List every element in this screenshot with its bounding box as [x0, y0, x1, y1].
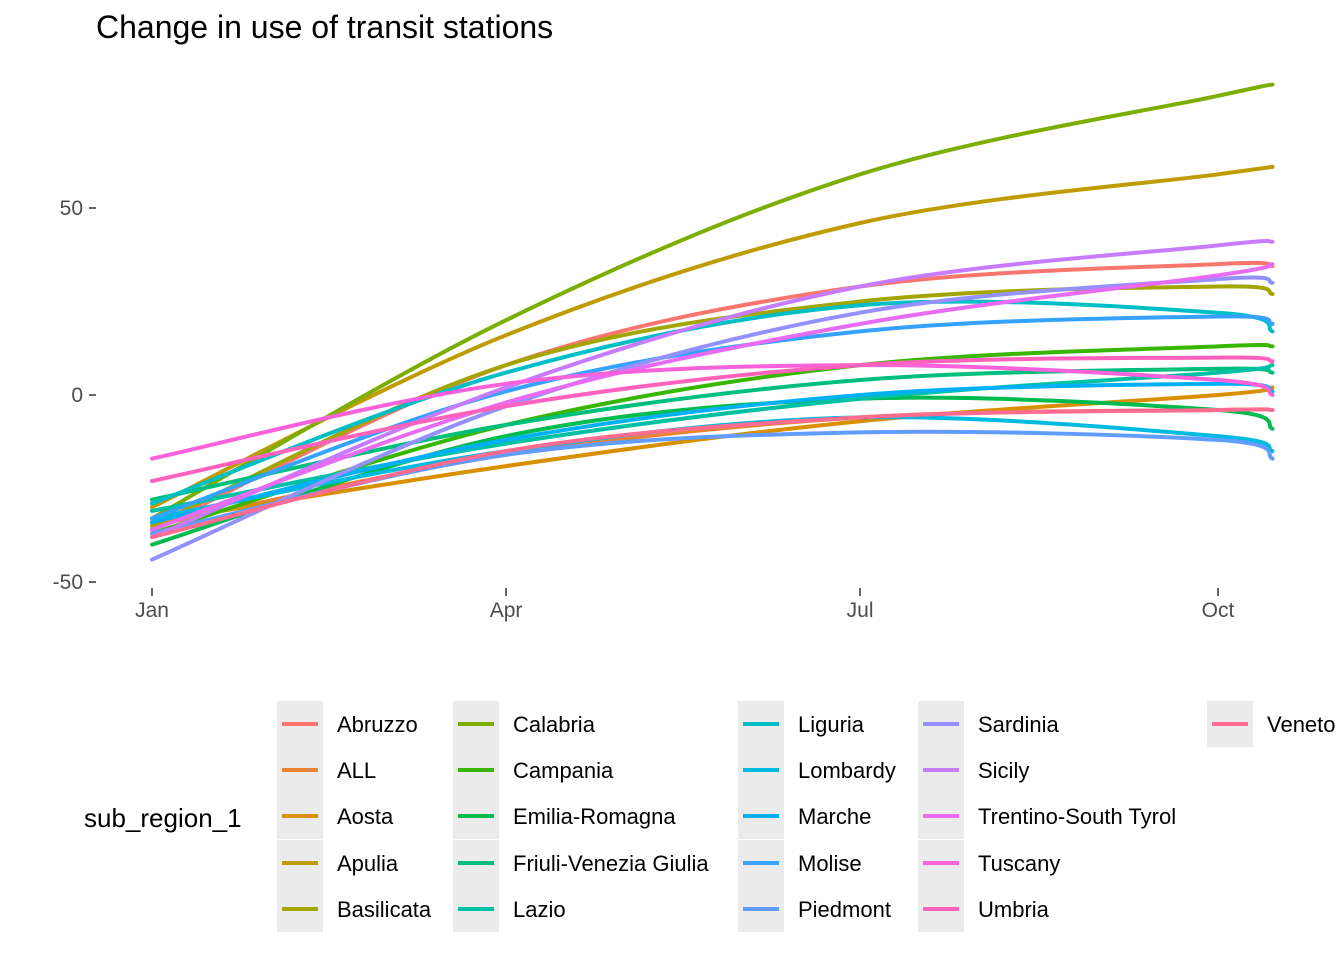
series-line-marche [150, 381, 1275, 525]
legend-label: Basilicata [337, 897, 432, 922]
legend-item-lombardy: Lombardy [738, 747, 896, 793]
series-line-apulia [150, 164, 1275, 510]
series-line-abruzzo [150, 260, 1275, 532]
legend-item-calabria: Calabria [453, 701, 596, 747]
legend-label: Molise [798, 851, 862, 876]
legend-label: Lazio [513, 897, 566, 922]
legend: sub_region_1 Abruzzo ALL Aosta Apulia Basili… [84, 701, 1336, 932]
series-line-liguria [150, 299, 1275, 506]
legend-item-abruzzo: Abruzzo [277, 701, 418, 747]
series-line-veneto [150, 407, 1275, 540]
series-line-molise [150, 314, 1275, 521]
y-axis: -50 0 50 [53, 197, 96, 594]
legend-item-lazio: Lazio [453, 886, 566, 932]
legend-item-veneto: Veneto [1207, 701, 1336, 747]
legend-label: Tuscany [978, 851, 1060, 876]
legend-label: Piedmont [798, 897, 891, 922]
y-tick-label: -50 [53, 571, 83, 594]
chart-title: Change in use of transit stations [96, 9, 553, 45]
x-tick-label: Jan [135, 599, 169, 622]
x-tick-label: Oct [1202, 599, 1235, 622]
plot-lines [150, 82, 1275, 562]
legend-label: Umbria [978, 897, 1050, 922]
legend-label: Calabria [513, 712, 596, 737]
legend-item-friuli-venezia-giulia: Friuli-Venezia Giulia [453, 840, 709, 886]
legend-item-all: ALL [277, 747, 376, 793]
series-line-aosta [150, 385, 1275, 525]
legend-label: Friuli-Venezia Giulia [513, 851, 709, 876]
legend-item-trentino-south-tyrol: Trentino-South Tyrol [918, 793, 1176, 839]
x-tick-label: Jul [847, 599, 874, 622]
series-line-trentino-south-tyrol [150, 262, 1275, 532]
series-line-basilicata [150, 284, 1275, 528]
legend-label: Apulia [337, 851, 399, 876]
legend-label: Sicily [978, 758, 1029, 783]
legend-items: Abruzzo ALL Aosta Apulia Basilicata Calabria C… [277, 701, 1336, 932]
series-line-sardinia [150, 275, 1275, 562]
legend-label: Emilia-Romagna [513, 804, 676, 829]
legend-item-piedmont: Piedmont [738, 886, 891, 932]
legend-item-aosta: Aosta [277, 793, 394, 839]
legend-item-molise: Molise [738, 840, 862, 886]
legend-item-emilia-romagna: Emilia-Romagna [453, 793, 676, 839]
legend-item-apulia: Apulia [277, 840, 399, 886]
legend-label: Campania [513, 758, 614, 783]
y-tick-label: 50 [60, 197, 83, 220]
legend-label: Aosta [337, 804, 394, 829]
series-line-tuscany [150, 363, 1275, 461]
legend-label: Trentino-South Tyrol [978, 804, 1176, 829]
legend-label: Sardinia [978, 712, 1059, 737]
legend-item-marche: Marche [738, 793, 871, 839]
legend-label: Lombardy [798, 758, 896, 783]
legend-item-sicily: Sicily [918, 747, 1029, 793]
series-line-calabria [150, 82, 1275, 521]
series-line-umbria [150, 355, 1275, 483]
legend-title: sub_region_1 [84, 803, 242, 833]
x-tick-label: Apr [490, 599, 523, 622]
legend-label: ALL [337, 758, 376, 783]
legend-item-basilicata: Basilicata [277, 886, 432, 932]
legend-item-campania: Campania [453, 747, 614, 793]
legend-item-tuscany: Tuscany [918, 840, 1060, 886]
legend-label: Abruzzo [337, 712, 418, 737]
legend-item-sardinia: Sardinia [918, 701, 1059, 747]
y-tick-label: 0 [71, 384, 83, 407]
legend-item-liguria: Liguria [738, 701, 865, 747]
legend-item-umbria: Umbria [918, 886, 1050, 932]
series-line-sicily [150, 238, 1275, 540]
legend-label: Marche [798, 804, 871, 829]
legend-label: Liguria [798, 712, 865, 737]
legend-label: Veneto [1267, 712, 1336, 737]
x-axis: Jan Apr Jul Oct [135, 588, 1234, 622]
